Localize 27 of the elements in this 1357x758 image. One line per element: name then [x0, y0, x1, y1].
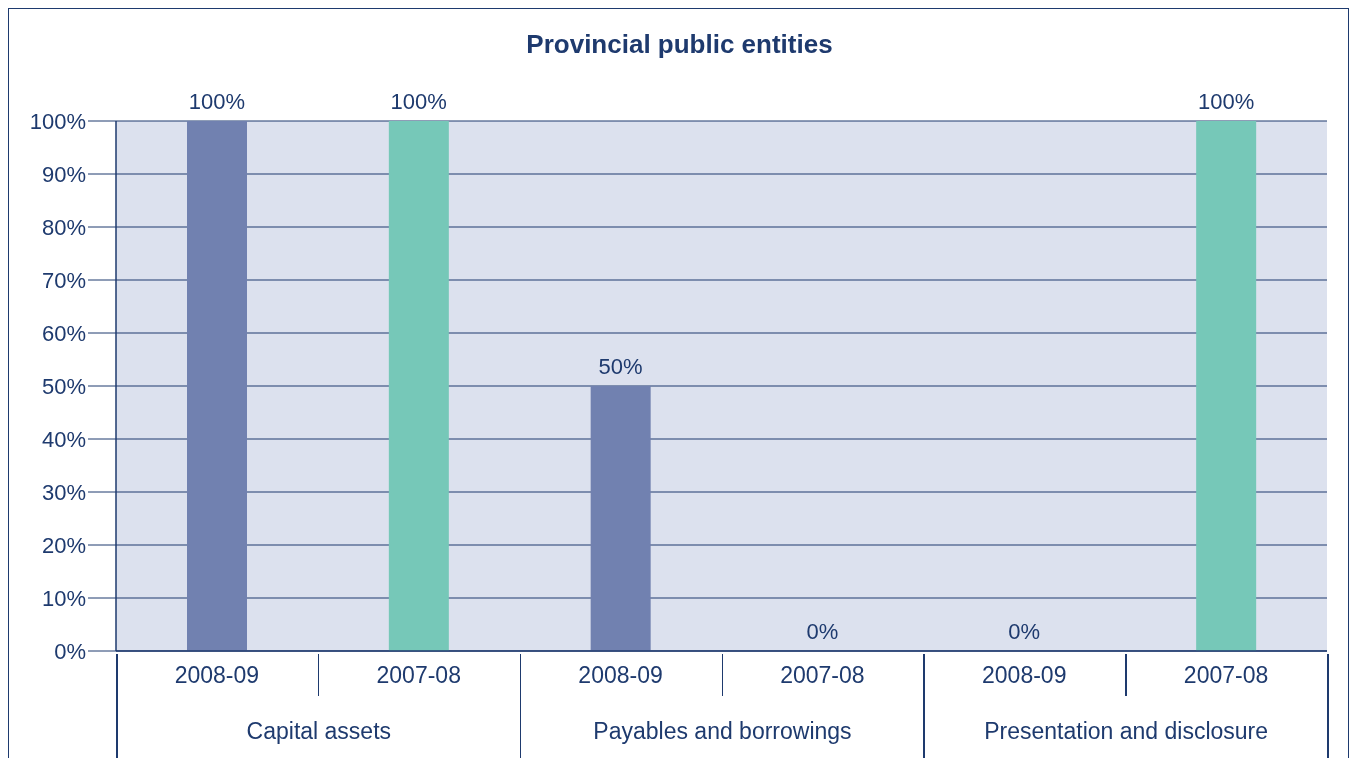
- data-label: 0%: [805, 619, 840, 645]
- y-tick-label: 10%: [41, 585, 86, 611]
- x-tick-label: 2008-09: [578, 662, 663, 689]
- text: Capital assets: [245, 718, 393, 745]
- text: Presentation and disclosure: [983, 718, 1270, 745]
- chart-title: Provincial public entities: [525, 29, 834, 60]
- data-label: 100%: [187, 89, 247, 115]
- y-tick-label: 100%: [29, 108, 86, 134]
- data-label: 0%: [1007, 619, 1042, 645]
- y-tick-label: 70%: [41, 267, 86, 293]
- data-label: 50%: [597, 354, 644, 380]
- y-tick-label: 20%: [41, 532, 86, 558]
- x-tick-label: 2008-09: [174, 662, 260, 689]
- y-tick-label: 90%: [41, 161, 86, 187]
- y-tick-label: 50%: [41, 373, 86, 399]
- y-tick-label: 40%: [41, 426, 86, 452]
- data-label: 100%: [1196, 89, 1256, 115]
- text: Payables and borrowings: [592, 718, 853, 745]
- y-tick-label: 0%: [54, 638, 86, 664]
- x-tick-label: 2007-08: [376, 662, 461, 689]
- y-tick-label: 30%: [41, 479, 86, 505]
- data-label: 100%: [389, 89, 448, 115]
- y-tick-label: 80%: [41, 214, 86, 240]
- x-tick-label: 2008-09: [982, 662, 1067, 689]
- x-tick-label: 2007-08: [780, 662, 865, 689]
- x-tick-label: 2007-08: [1183, 662, 1269, 689]
- y-tick-label: 60%: [41, 320, 86, 346]
